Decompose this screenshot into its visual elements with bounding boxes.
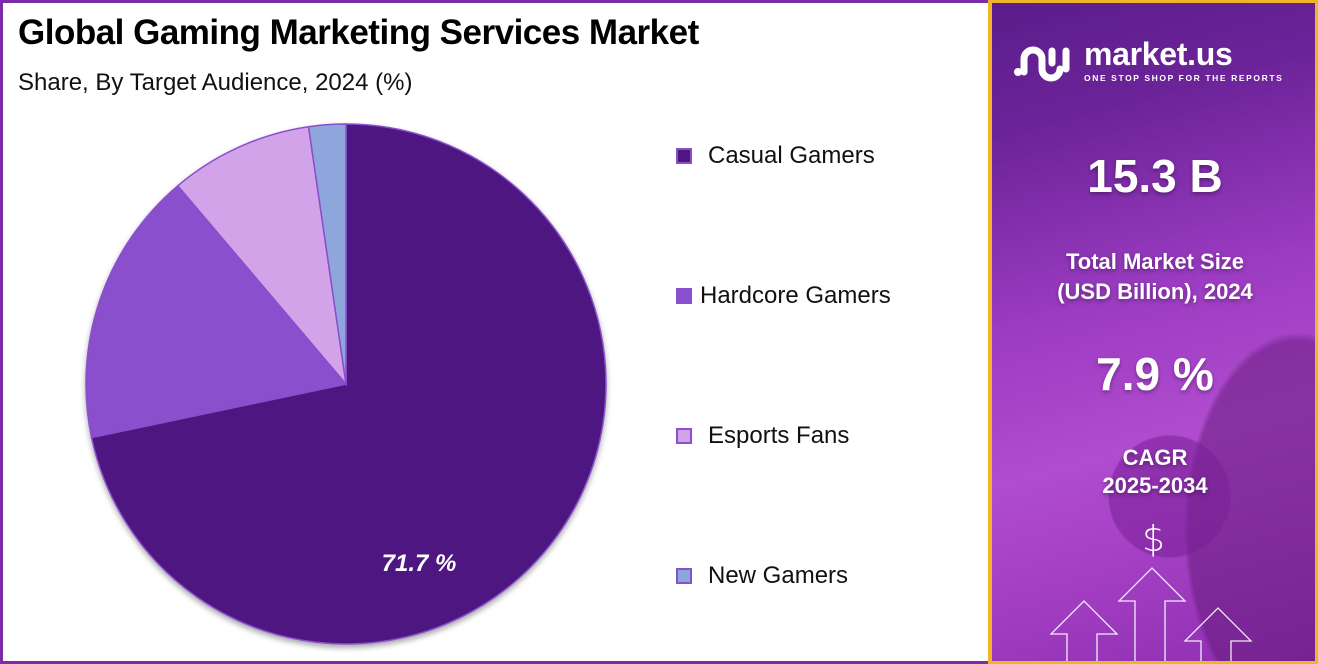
pie-chart: 71.7 % <box>85 123 607 645</box>
casual-gamers-value-label: 71.7 % <box>382 550 457 577</box>
chart-title: Global Gaming Marketing Services Market <box>18 13 699 52</box>
cagr-value: 7.9 % <box>1096 348 1214 400</box>
legend-item-hardcore-gamers[interactable]: Hardcore Gamers <box>676 282 891 310</box>
pie-slice-esports-fans[interactable] <box>176 125 348 387</box>
market-size-value: 15.3 B <box>1087 150 1223 202</box>
summary-panel: market.us ONE STOP SHOP FOR THE REPORTS … <box>988 0 1318 664</box>
logo-mark-icon <box>1014 46 1070 82</box>
legend-label: Esports Fans <box>708 422 850 449</box>
pie-slice-new-gamers[interactable] <box>307 123 347 385</box>
logo-name: market.us <box>1084 36 1233 72</box>
legend-item-casual-gamers[interactable]: Casual Gamers <box>676 142 875 170</box>
background-photo-overlay <box>992 3 1315 661</box>
dollar-icon: $ <box>1142 519 1165 560</box>
legend-label: Casual Gamers <box>708 142 875 169</box>
growth-arrows-icon <box>1049 567 1253 661</box>
cagr-label-line2: 2025-2034 <box>1102 473 1208 498</box>
market-size-label-line1: Total Market Size <box>1065 249 1245 274</box>
legend-swatch-hardcore-gamers <box>676 288 692 304</box>
legend-label: Hardcore Gamers <box>700 282 891 309</box>
logo-tagline: ONE STOP SHOP FOR THE REPORTS <box>1084 73 1284 83</box>
legend-item-esports-fans[interactable]: Esports Fans <box>676 422 849 450</box>
cagr-label-line1: CAGR <box>1122 445 1188 470</box>
pie-slice-casual-gamers[interactable] <box>90 123 607 645</box>
legend-label: New Gamers <box>708 562 849 589</box>
market-size-label-line2: (USD Billion), 2024 <box>1057 279 1253 304</box>
legend-item-new-gamers[interactable]: New Gamers <box>676 562 848 590</box>
legend-swatch-casual-gamers <box>676 148 692 164</box>
legend-swatch-new-gamers <box>676 568 692 584</box>
market-us-logo[interactable]: market.us ONE STOP SHOP FOR THE REPORTS <box>1012 36 1284 83</box>
pie-slice-hardcore-gamers[interactable] <box>85 184 348 439</box>
chart-subtitle: Share, By Target Audience, 2024 (%) <box>18 69 413 96</box>
legend-swatch-esports-fans <box>676 428 692 444</box>
